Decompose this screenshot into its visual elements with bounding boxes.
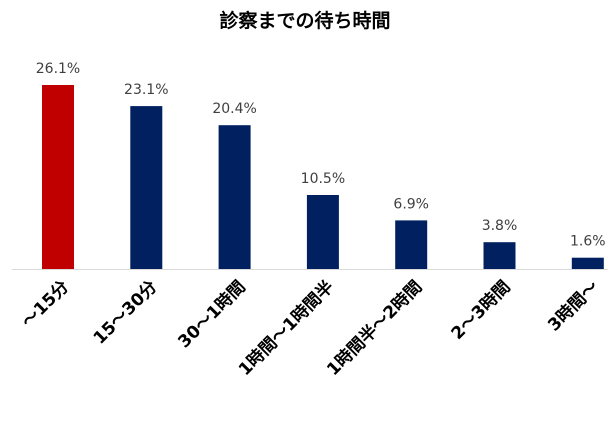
category-label: 30～1時間 (174, 276, 250, 352)
data-labels: 26.1% 23.1% 20.4% 10.5% 6.9% 3.8% 1.6% (36, 61, 606, 250)
bar (395, 220, 428, 269)
bar (306, 195, 339, 269)
bar (218, 125, 251, 269)
category-label: 15～30分 (90, 277, 162, 349)
bar (42, 85, 74, 269)
chart-title: 診察までの待ち時間 (219, 9, 390, 32)
category-label: ～15分 (18, 277, 73, 332)
data-label: 6.9% (393, 196, 429, 212)
data-label: 26.1% (36, 61, 80, 77)
bar (130, 106, 163, 269)
bar (483, 242, 516, 269)
category-label: 1時間半～2時間 (323, 276, 427, 380)
data-label: 3.8% (482, 218, 518, 234)
category-label: 1時間～1時間半 (234, 276, 338, 380)
bar-series (42, 85, 604, 269)
data-label: 20.4% (212, 101, 256, 117)
data-label: 23.1% (124, 82, 168, 98)
data-label: 10.5% (301, 171, 345, 187)
category-label: 3時間～ (544, 276, 603, 335)
category-label: 2～3時間 (447, 276, 515, 344)
data-label: 1.6% (570, 234, 606, 250)
bar (571, 257, 604, 269)
